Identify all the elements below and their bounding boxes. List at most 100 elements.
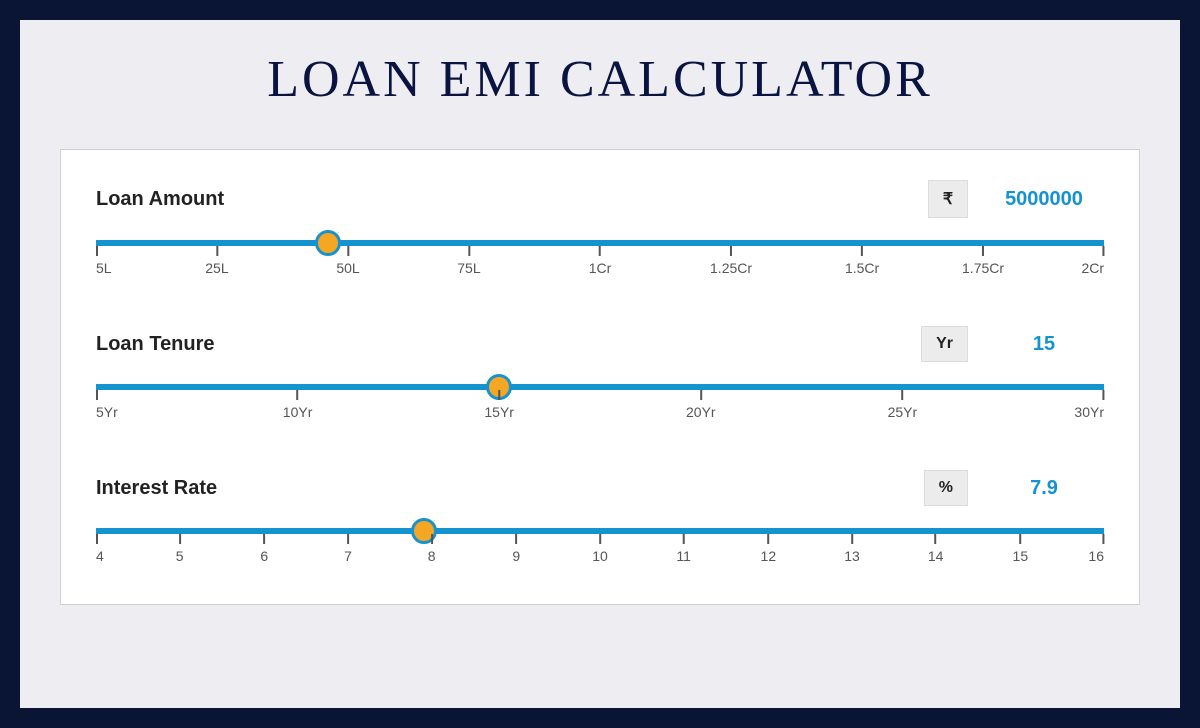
loan-amount-unit: ₹	[928, 180, 968, 218]
calculator-panel: Loan Amount ₹ 5000000 5L 25L 50L 75L 1Cr 1.25…	[60, 149, 1140, 605]
tick-label: 30Yr	[1074, 404, 1104, 420]
slider-tick: 4	[96, 534, 104, 564]
loan-tenure-value[interactable]: 15	[984, 333, 1104, 356]
slider-tick: 25Yr	[888, 390, 918, 420]
tick-mark	[96, 534, 98, 544]
slider-tick: 15	[1013, 534, 1029, 564]
loan-amount-field: Loan Amount ₹ 5000000 5L 25L 50L 75L 1Cr 1.25…	[96, 180, 1104, 276]
tick-mark	[861, 246, 863, 256]
slider-tick: 5	[176, 534, 184, 564]
tick-mark	[683, 534, 685, 544]
slider-tick: 50L	[336, 246, 359, 276]
tick-label: 50L	[336, 260, 359, 276]
slider-tick: 30Yr	[1074, 390, 1104, 420]
tick-label: 15	[1013, 548, 1029, 564]
slider-tick: 8	[428, 534, 436, 564]
slider-tick: 20Yr	[686, 390, 716, 420]
slider-tick: 5Yr	[96, 390, 118, 420]
tick-mark	[179, 534, 181, 544]
tick-label: 1.75Cr	[962, 260, 1004, 276]
slider-tick: 14	[928, 534, 944, 564]
tick-mark	[468, 246, 470, 256]
tick-label: 11	[676, 548, 691, 564]
tick-label: 1.5Cr	[845, 260, 879, 276]
slider-tick: 15Yr	[484, 390, 514, 420]
tick-mark	[700, 390, 702, 400]
interest-rate-header: Interest Rate % 7.9	[96, 470, 1104, 506]
interest-rate-slider[interactable]: 4 5 6 7 8 9 10 11 12 13 14 15 16	[96, 528, 1104, 564]
slider-tick: 12	[761, 534, 777, 564]
slider-tick: 1Cr	[589, 246, 612, 276]
tick-label: 25L	[205, 260, 228, 276]
tick-mark	[935, 534, 937, 544]
tick-mark	[216, 246, 218, 256]
page-title: LOAN EMI CALCULATOR	[30, 50, 1170, 109]
tick-mark	[347, 246, 349, 256]
tick-label: 13	[844, 548, 860, 564]
loan-tenure-header: Loan Tenure Yr 15	[96, 326, 1104, 362]
tick-label: 9	[512, 548, 520, 564]
tick-label: 4	[96, 548, 104, 564]
slider-tick: 25L	[205, 246, 228, 276]
slider-tick: 1.5Cr	[845, 246, 879, 276]
interest-rate-label: Interest Rate	[96, 477, 924, 500]
tick-mark	[1019, 534, 1021, 544]
tick-mark	[347, 534, 349, 544]
tick-label: 7	[344, 548, 352, 564]
tick-label: 2Cr	[1081, 260, 1104, 276]
tick-label: 12	[761, 548, 777, 564]
slider-tick: 10	[592, 534, 608, 564]
tick-label: 10Yr	[283, 404, 313, 420]
slider-tick: 2Cr	[1081, 246, 1104, 276]
loan-tenure-unit: Yr	[921, 326, 968, 362]
loan-tenure-slider[interactable]: 5Yr 10Yr 15Yr 20Yr 25Yr 30Yr	[96, 384, 1104, 420]
tick-mark	[431, 534, 433, 544]
tick-mark	[96, 390, 98, 400]
tick-mark	[498, 390, 500, 400]
tick-mark	[1102, 390, 1104, 400]
slider-tick: 9	[512, 534, 520, 564]
interest-rate-unit: %	[924, 470, 968, 506]
slider-tick: 11	[676, 534, 691, 564]
outer-frame: LOAN EMI CALCULATOR Loan Amount ₹ 500000…	[20, 20, 1180, 708]
loan-amount-ticks: 5L 25L 50L 75L 1Cr 1.25Cr 1.5Cr 1.75Cr 2Cr	[96, 246, 1104, 276]
tick-mark	[599, 534, 601, 544]
tick-mark	[96, 246, 98, 256]
tick-label: 16	[1088, 548, 1104, 564]
loan-tenure-label: Loan Tenure	[96, 333, 921, 356]
slider-tick: 1.75Cr	[962, 246, 1004, 276]
tick-mark	[515, 534, 517, 544]
tick-label: 14	[928, 548, 944, 564]
tick-mark	[730, 246, 732, 256]
tick-mark	[599, 246, 601, 256]
interest-rate-value[interactable]: 7.9	[984, 477, 1104, 500]
interest-rate-ticks: 4 5 6 7 8 9 10 11 12 13 14 15 16	[96, 534, 1104, 564]
tick-label: 5Yr	[96, 404, 118, 420]
tick-mark	[1102, 534, 1104, 544]
tick-label: 6	[260, 548, 268, 564]
slider-tick: 6	[260, 534, 268, 564]
slider-tick: 13	[844, 534, 860, 564]
tick-label: 1.25Cr	[710, 260, 752, 276]
tick-label: 15Yr	[484, 404, 514, 420]
loan-amount-value[interactable]: 5000000	[984, 188, 1104, 211]
tick-mark	[297, 390, 299, 400]
tick-mark	[263, 534, 265, 544]
tick-label: 20Yr	[686, 404, 716, 420]
tick-mark	[767, 534, 769, 544]
loan-amount-slider[interactable]: 5L 25L 50L 75L 1Cr 1.25Cr 1.5Cr 1.75Cr 2Cr	[96, 240, 1104, 276]
tick-label: 75L	[457, 260, 480, 276]
slider-tick: 1.25Cr	[710, 246, 752, 276]
slider-tick: 5L	[96, 246, 112, 276]
tick-mark	[901, 390, 903, 400]
slider-tick: 16	[1088, 534, 1104, 564]
tick-label: 5	[176, 548, 184, 564]
tick-label: 8	[428, 548, 436, 564]
interest-rate-field: Interest Rate % 7.9 4 5 6 7 8 9 10 11 12 13 14 15 16	[96, 470, 1104, 564]
loan-amount-header: Loan Amount ₹ 5000000	[96, 180, 1104, 218]
loan-tenure-field: Loan Tenure Yr 15 5Yr10Yr15Yr20Yr25Yr30Y…	[96, 326, 1104, 420]
tick-mark	[982, 246, 984, 256]
tick-mark	[1102, 246, 1104, 256]
tick-label: 5L	[96, 260, 112, 276]
loan-tenure-ticks: 5Yr 10Yr 15Yr 20Yr 25Yr 30Yr	[96, 390, 1104, 420]
